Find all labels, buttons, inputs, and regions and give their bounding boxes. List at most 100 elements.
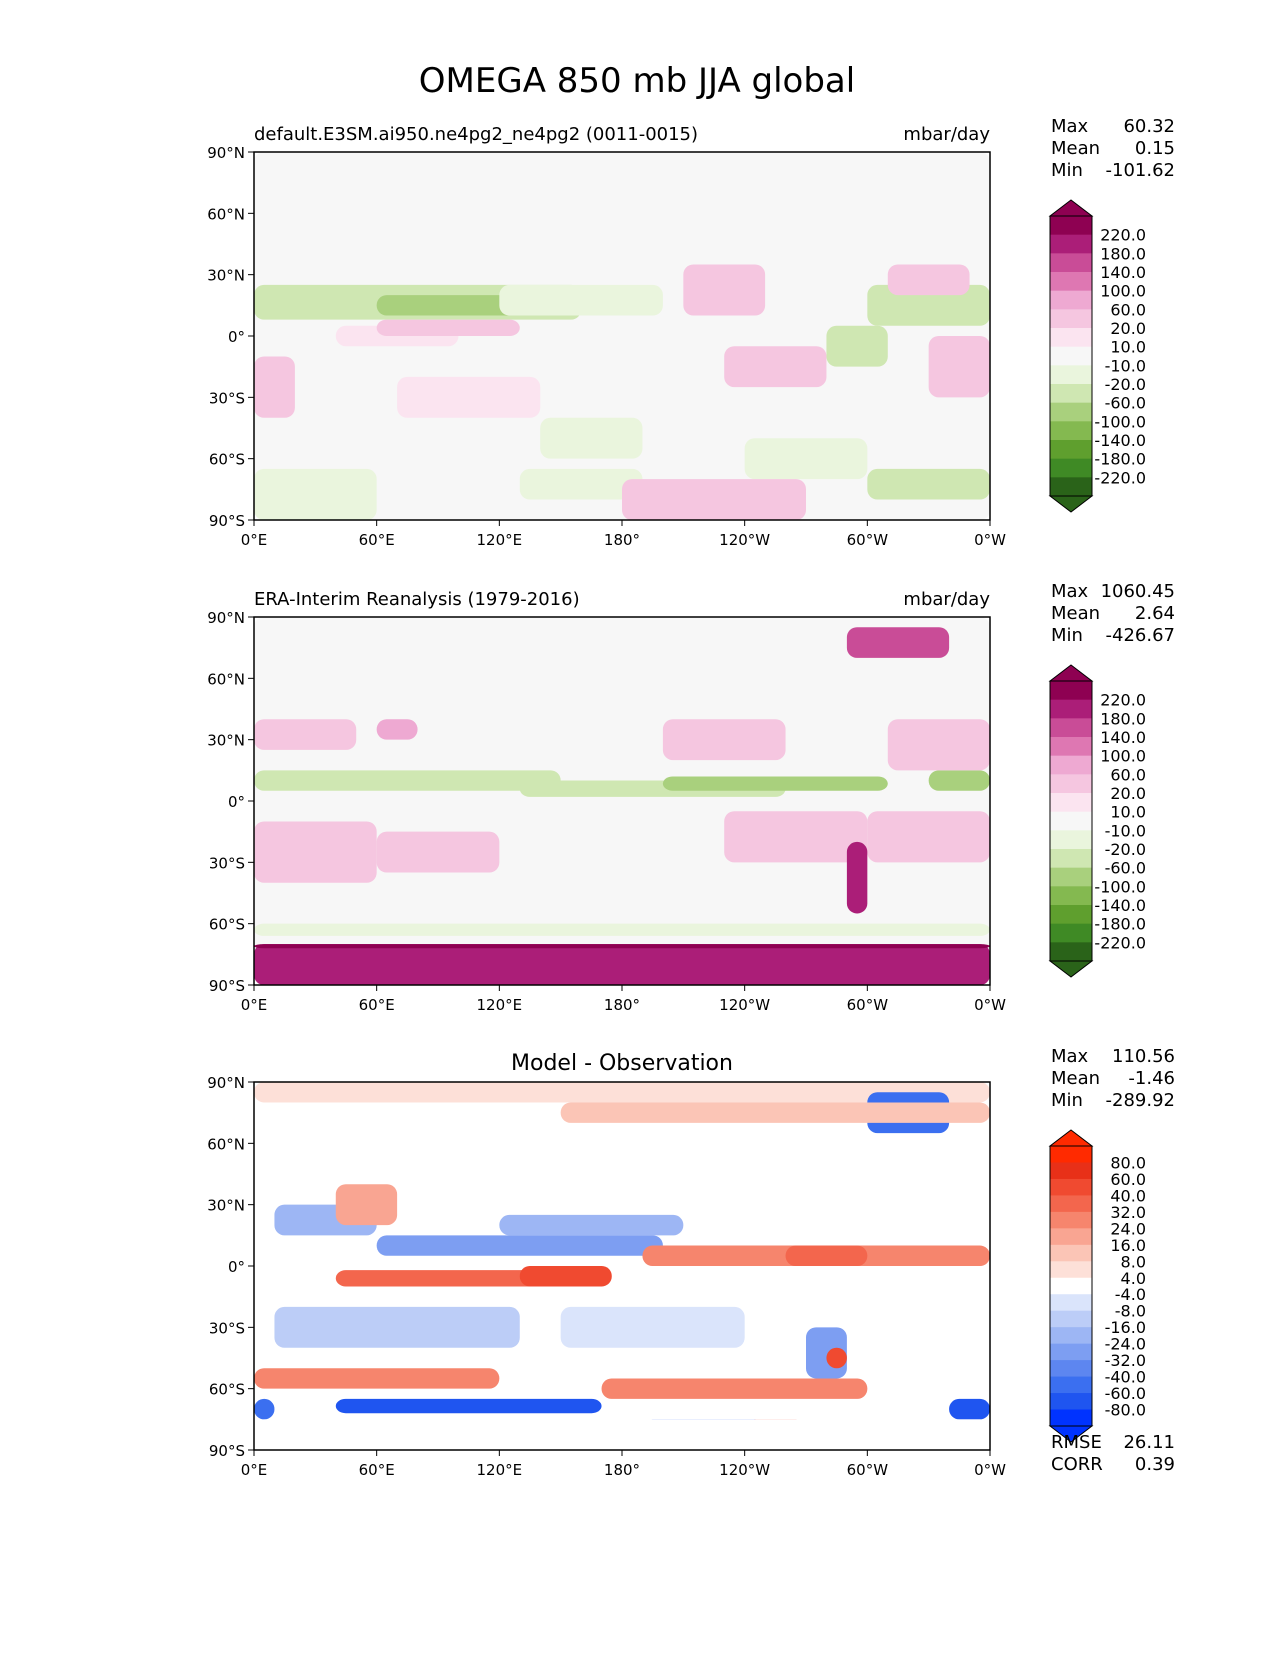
lon-tick-label: 0°E [241,1461,268,1479]
stat-label: Mean [1051,1068,1100,1089]
field-region [397,376,541,418]
field-region [846,627,950,658]
colorbar-tick-label: -80.0 [1105,1401,1146,1420]
field-region [254,1368,500,1389]
field-region [254,944,990,949]
colorbar-tick-label: -180.0 [1094,915,1146,934]
colorbar-tick-label: -140.0 [1094,431,1146,450]
field-region [622,479,806,520]
colorbar-tick-label: -32.0 [1105,1351,1146,1370]
colorbar-tick-label: -100.0 [1094,877,1146,896]
stat-label: Min [1051,160,1083,181]
colorbar-tick-label: 180.0 [1100,709,1146,728]
stat-value: 1060.45 [1101,581,1175,602]
lat-tick-label: 90°N [207,1074,245,1092]
colorbar-segment [1050,774,1092,794]
colorbar-segment [1050,830,1092,850]
stat-label: Min [1051,625,1083,646]
colorbar-tick-label: 100.0 [1100,747,1146,766]
lat-tick-label: 30°S [209,1319,245,1337]
field-region [867,811,990,863]
colorbar-segment [1050,402,1092,422]
colorbar-tick-label: 24.0 [1110,1219,1146,1238]
colorbar-segment [1050,1162,1092,1180]
colorbar-tick-label: -4.0 [1115,1285,1146,1304]
colorbar-segment [1050,253,1092,273]
lon-tick-label: 120°W [719,531,770,549]
lon-tick-label: 180° [604,1461,640,1479]
field-region [254,152,990,520]
field-region [601,1378,868,1399]
colorbar-tick-label: 10.0 [1110,338,1146,357]
lon-tick-label: 60°E [359,996,395,1014]
colorbar-segment [1050,1277,1092,1295]
stat-label: Min [1051,1090,1083,1111]
panel-2: ERA-Interim Reanalysis (1979-2016) mbar/d… [207,581,1175,1014]
colorbar-tick-label: -16.0 [1105,1318,1146,1337]
field-region [335,1398,602,1414]
colorbar-segment [1050,1360,1092,1378]
colorbar-segment [1050,309,1092,329]
lon-tick-label: 0°W [974,996,1006,1014]
panel-3: Model - Observation 90°N 60°N 30°N 0° 30°S 60°… [207,1046,1175,1479]
colorbar-tick-label: -10.0 [1105,356,1146,375]
lat-tick-label: 90°S [209,1442,245,1460]
lat-tick-label: 0° [228,328,245,346]
lat-tick-label: 60°N [207,670,245,688]
colorbar-segment [1050,1393,1092,1411]
lat-tick-label: 0° [228,1258,245,1276]
colorbar-tick-label: 180.0 [1100,244,1146,263]
field-region [335,1184,398,1226]
lat-tick-label: 60°S [209,451,245,469]
colorbar-tick-label: -20.0 [1105,840,1146,859]
colorbar-segment [1050,718,1092,738]
colorbar-segment [1050,1178,1092,1196]
lon-tick-label: 60°E [359,531,395,549]
colorbar-tick-label: 16.0 [1110,1236,1146,1255]
colorbar-segment [1050,1294,1092,1312]
lon-tick-label: 120°E [477,996,523,1014]
field-region [254,1082,990,1103]
field-region [928,770,990,791]
field-region [335,1270,541,1287]
field-region [887,264,970,296]
field-region [683,264,766,316]
colorbar-tick-label: -140.0 [1094,896,1146,915]
field-region [254,1419,990,1450]
colorbar-segment [1050,923,1092,943]
colorbar-segment [1050,328,1092,348]
colorbar-tick-label: -60.0 [1105,1384,1146,1403]
lon-tick-label: 60°W [847,1461,889,1479]
field-region [499,1214,684,1236]
colorbar-segment [1050,477,1092,497]
lat-tick-label: 90°S [209,977,245,995]
colorbar-tick-label: 8.0 [1121,1252,1146,1271]
colorbar-segment [1050,867,1092,887]
colorbar-segment [1050,1376,1092,1394]
stat-label: Max [1051,581,1089,602]
field-region [662,776,888,791]
colorbar-segment [1050,365,1092,385]
colorbar-tick-label: 220.0 [1100,691,1146,710]
lon-tick-label: 60°W [847,996,889,1014]
field-region [519,468,643,500]
field-region [785,1245,868,1266]
colorbar-tick-label: 220.0 [1100,226,1146,245]
colorbar-tick-label: 20.0 [1110,319,1146,338]
field-region [499,284,663,316]
stat-value: 26.11 [1123,1432,1175,1453]
lat-tick-label: 60°S [209,1381,245,1399]
colorbar-tick-label: 32.0 [1110,1203,1146,1222]
field-region [254,468,377,520]
stat-label: Max [1051,1046,1089,1067]
stat-label: CORR [1051,1454,1103,1475]
colorbar-tick-label: 100.0 [1100,282,1146,301]
field-region [274,1306,520,1348]
panel-title: default.E3SM.ai950.ne4pg2_ne4pg2 (0011-0… [254,124,698,145]
map-field [254,1082,990,1450]
colorbar-tick-label: -220.0 [1094,468,1146,487]
colorbar-segment [1050,681,1092,701]
colorbar-segment [1050,1228,1092,1246]
lat-tick-label: 30°S [209,854,245,872]
colorbar-segment [1050,1211,1092,1229]
